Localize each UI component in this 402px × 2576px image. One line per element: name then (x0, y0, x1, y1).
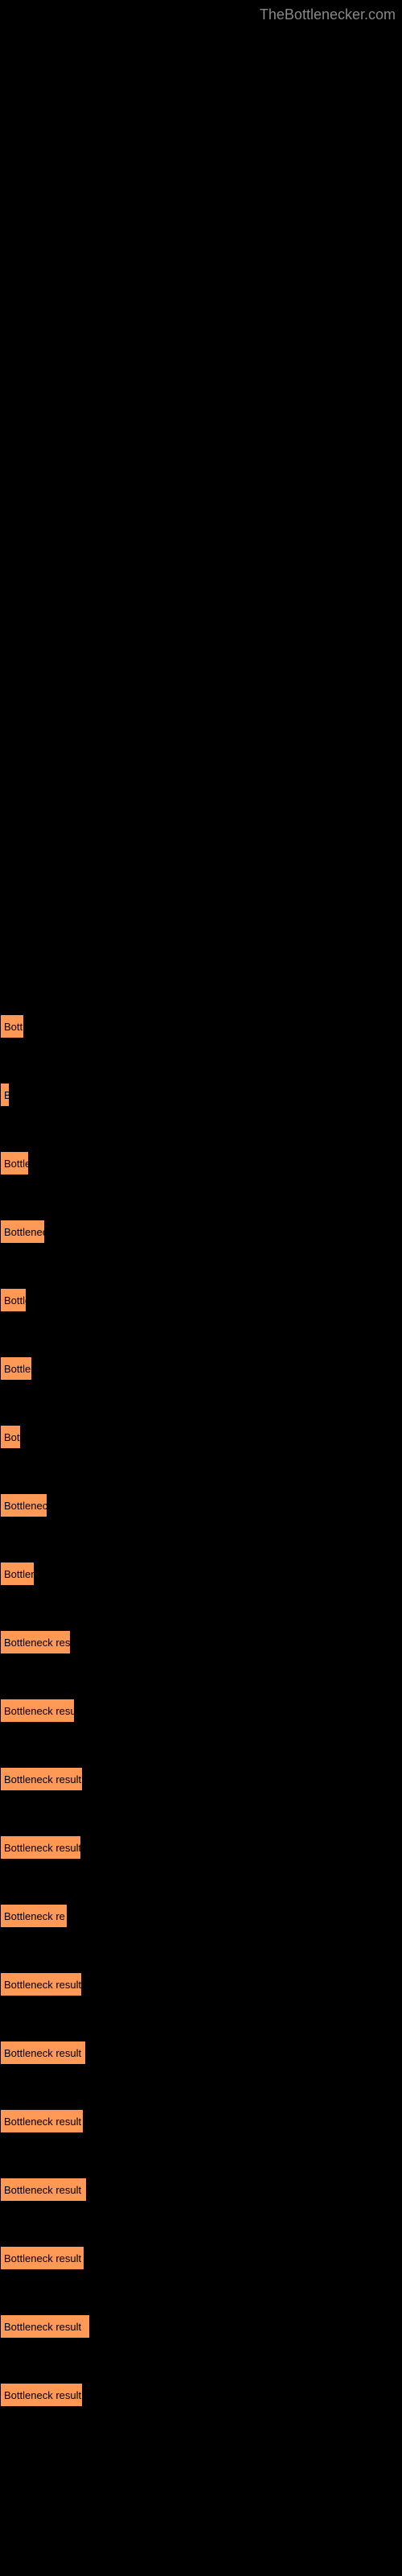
chart-bar: Bottleneck res (0, 1630, 71, 1654)
bar-label: Bottleneck result (4, 1979, 81, 1991)
bar-label: Bottler (4, 1158, 29, 1170)
bar-label: Bottler (4, 1294, 27, 1307)
chart-bar: Bottleneck (0, 1493, 47, 1517)
chart-bar: Bottleneck result (0, 1972, 82, 1996)
bar-label: Bottlene (4, 1363, 32, 1375)
bar-row: Bottleneck result (0, 2246, 84, 2270)
chart-bar: Bottleneck result (0, 2314, 90, 2339)
bar-row: Bottleneck result (0, 2109, 84, 2133)
bar-label: Bottleneck result (4, 2116, 81, 2128)
bar-row: Bott (0, 1425, 21, 1449)
chart-bar: Bottleneck result (0, 2383, 83, 2407)
bar-label: Bottleneck re (4, 1910, 65, 1922)
bar-row: Bottleneck res (0, 1630, 71, 1654)
chart-bar: Bott (0, 1425, 21, 1449)
bar-label: Bottleneck result (4, 1842, 81, 1854)
bar-row: Bottleneck result (0, 2383, 83, 2407)
chart-bar: Bottleneck resu (0, 1699, 75, 1723)
bar-row: Bottleneck (0, 1493, 47, 1517)
bar-label: Bott (4, 1431, 21, 1443)
chart-bar: Bottlen (0, 1562, 35, 1586)
bar-row: Bottleneck result (0, 1972, 82, 1996)
bar-label: Bottleneck result (4, 1773, 81, 1785)
bar-row: Bottleneck re (0, 1904, 68, 1928)
bar-row: Bottlene (0, 1356, 32, 1381)
chart-bar: Bottler (0, 1288, 27, 1312)
bar-label: Bottleneck (4, 1226, 45, 1238)
bar-row: Bottleneck result (0, 2041, 86, 2065)
bar-row: Bottleneck (0, 1220, 45, 1244)
chart-bar: B (0, 1083, 10, 1107)
bar-row: Bottleneck resu (0, 1699, 75, 1723)
bar-row: Bottleneck result (0, 1767, 83, 1791)
chart-bar: Bottle (0, 1014, 24, 1038)
chart-bar: Bottleneck result (0, 1767, 83, 1791)
chart-container: TheBottlenecker.com Bottle B Bottler Bottle… (0, 0, 402, 2576)
bar-label: Bottleneck result (4, 2184, 81, 2196)
bar-row: Bottleneck result (0, 2178, 87, 2202)
bar-label: Bottleneck result (4, 2047, 81, 2059)
bar-label: Bottleneck result (4, 2321, 81, 2333)
bar-row: Bottler (0, 1151, 29, 1175)
bar-label: B (4, 1089, 10, 1101)
bar-label: Bottlen (4, 1568, 35, 1580)
chart-bar: Bottlene (0, 1356, 32, 1381)
chart-bar: Bottleneck result (0, 1835, 81, 1860)
bar-label: Bottleneck (4, 1500, 47, 1512)
bar-label: Bottleneck result (4, 2389, 81, 2401)
chart-bar: Bottleneck result (0, 2109, 84, 2133)
chart-bar: Bottleneck result (0, 2041, 86, 2065)
bar-row: Bottle (0, 1014, 24, 1038)
bar-label: Bottle (4, 1021, 24, 1033)
bar-label: Bottleneck resu (4, 1705, 75, 1717)
bar-row: Bottleneck result (0, 2314, 90, 2339)
chart-bar: Bottleneck result (0, 2246, 84, 2270)
bar-row: Bottleneck result (0, 1835, 81, 1860)
bar-row: Bottler (0, 1288, 27, 1312)
bar-label: Bottleneck result (4, 2252, 81, 2264)
chart-bar: Bottler (0, 1151, 29, 1175)
bar-row: B (0, 1083, 10, 1107)
chart-bar: Bottleneck re (0, 1904, 68, 1928)
chart-bar: Bottleneck (0, 1220, 45, 1244)
bar-label: Bottleneck res (4, 1637, 70, 1649)
bar-row: Bottlen (0, 1562, 35, 1586)
chart-bar: Bottleneck result (0, 2178, 87, 2202)
watermark-text: TheBottlenecker.com (260, 6, 396, 23)
